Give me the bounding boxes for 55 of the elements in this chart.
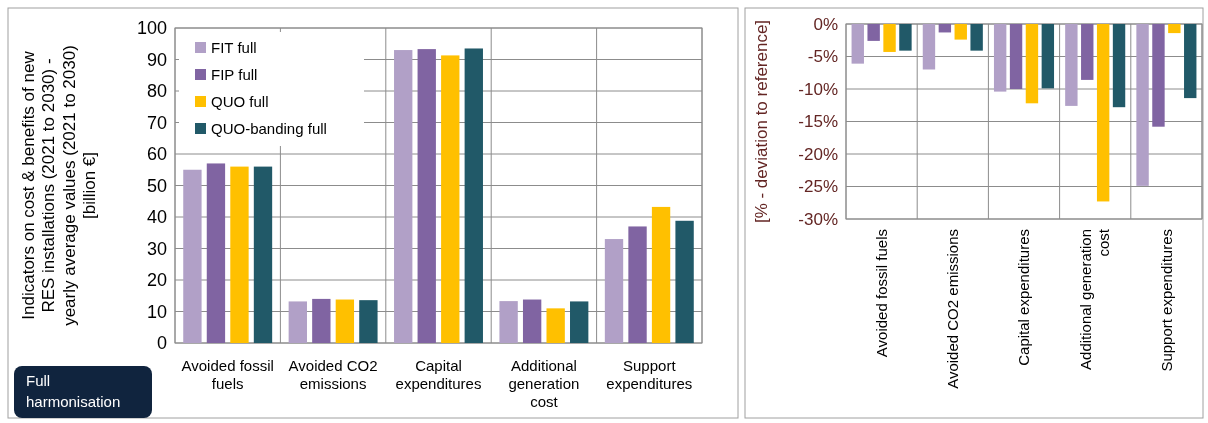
bar [441,55,460,343]
y-tick-label: 40 [146,207,167,228]
bar [464,48,483,343]
y-tick-label: -30% [798,209,838,229]
bar [312,298,331,343]
legend-label: FIP full [211,66,258,83]
bar [675,220,694,343]
y-tick-label: 80 [146,81,167,102]
text: Full harmonisation [26,372,121,410]
bar [206,163,226,343]
y-axis-title: Indicators on cost & benefits of new RES installations (2021 to 2030) - yearly average values (2021 to 2030) [billion €] [19,45,100,326]
x-tick-label: Capital expenditures [1015,229,1033,366]
y-tick-label: 50 [146,175,167,196]
x-tick-label: Avoided CO2 emissions [288,357,378,392]
bar [651,206,671,343]
bar [183,169,202,343]
y-tick-label: -10% [798,79,838,99]
legend-label: QUO full [211,93,269,110]
y-tick-label: -25% [798,177,838,197]
x-tick-label: Avoided fossil fuels [181,357,274,392]
y-tick-label: -5% [807,47,838,67]
bar [499,301,518,343]
bar [628,226,647,343]
y-axis-title: [% - deviation to reference] [752,19,771,224]
x-tick-label: Support expenditures [606,357,693,392]
bar [604,239,624,343]
x-tick-label: Capital expenditures [395,357,482,392]
x-tick-label: Avoided CO2 emissions [944,229,962,389]
bar [230,166,249,343]
bar [522,299,542,343]
y-tick-label: 100 [136,18,167,39]
y-tick-label: 90 [146,49,167,70]
bar [417,49,436,343]
y-tick-label: 20 [146,270,167,291]
y-tick-label: 0% [813,14,838,34]
y-tick-label: 60 [146,144,167,165]
y-tick-label: 10 [146,301,167,322]
legend-label: FIT full [211,39,257,56]
y-tick-label: 30 [146,238,167,259]
y-tick-label: -15% [798,112,838,132]
x-tick-label: Avoided fossil fuels [872,229,890,358]
bar [253,166,273,343]
bar [288,301,307,343]
legend-label: QUO-banding full [211,120,327,137]
x-tick-label: Additional generation cost [1077,228,1113,370]
bar [394,50,413,343]
x-tick-label: Support expenditures [1157,229,1175,372]
y-tick-label: 70 [146,112,167,133]
y-tick-label: -20% [798,144,838,164]
bar [570,301,589,343]
x-tick-label: Additional generation cost [508,357,580,410]
bar [546,308,565,343]
bar [335,299,355,343]
y-tick-label: 0 [156,333,167,354]
bar [359,300,378,343]
